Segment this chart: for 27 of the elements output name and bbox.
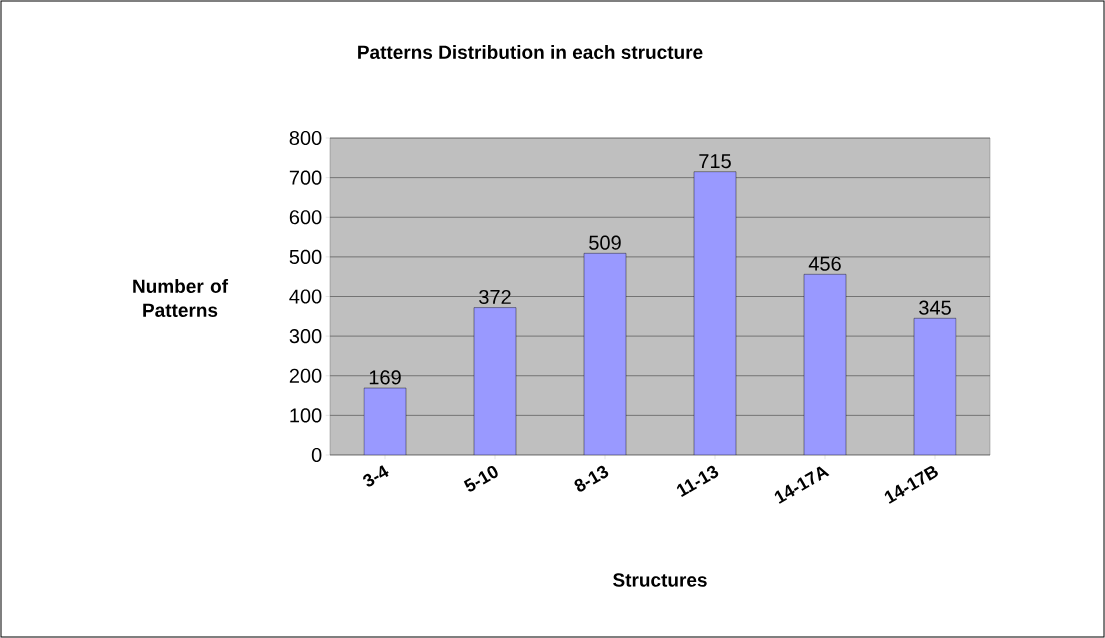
data-label: 169 <box>369 370 401 385</box>
x-tick-label: 3-4 <box>363 465 389 487</box>
y-tick-label: 300 <box>289 329 322 344</box>
y-tick-label: 200 <box>289 368 322 383</box>
y-tick-label: 600 <box>289 210 322 225</box>
data-label: 509 <box>589 235 621 250</box>
bar <box>583 253 627 455</box>
y-tick-label: 100 <box>290 408 322 423</box>
bar <box>913 318 957 455</box>
y-tick-label: 400 <box>289 289 322 304</box>
bar <box>363 387 407 455</box>
chart-title: Patterns Distribution in each structure <box>358 45 703 59</box>
data-label: 456 <box>808 256 841 271</box>
x-tick-label: 8-13 <box>574 465 609 492</box>
y-axis-title: Number of Patterns <box>133 279 229 317</box>
y-tick-label: 500 <box>289 249 322 264</box>
bar <box>693 171 737 455</box>
x-tick-label: 5-10 <box>463 465 498 492</box>
bar <box>803 274 847 455</box>
data-label: 715 <box>699 154 731 169</box>
data-label: 372 <box>479 289 511 305</box>
bar <box>473 307 517 455</box>
data-label: 345 <box>919 300 951 315</box>
y-tick-label: 0 <box>311 447 322 463</box>
x-axis-title: Structures <box>613 573 707 587</box>
y-tick-label: 700 <box>289 170 322 185</box>
y-tick-label: 800 <box>289 130 322 146</box>
